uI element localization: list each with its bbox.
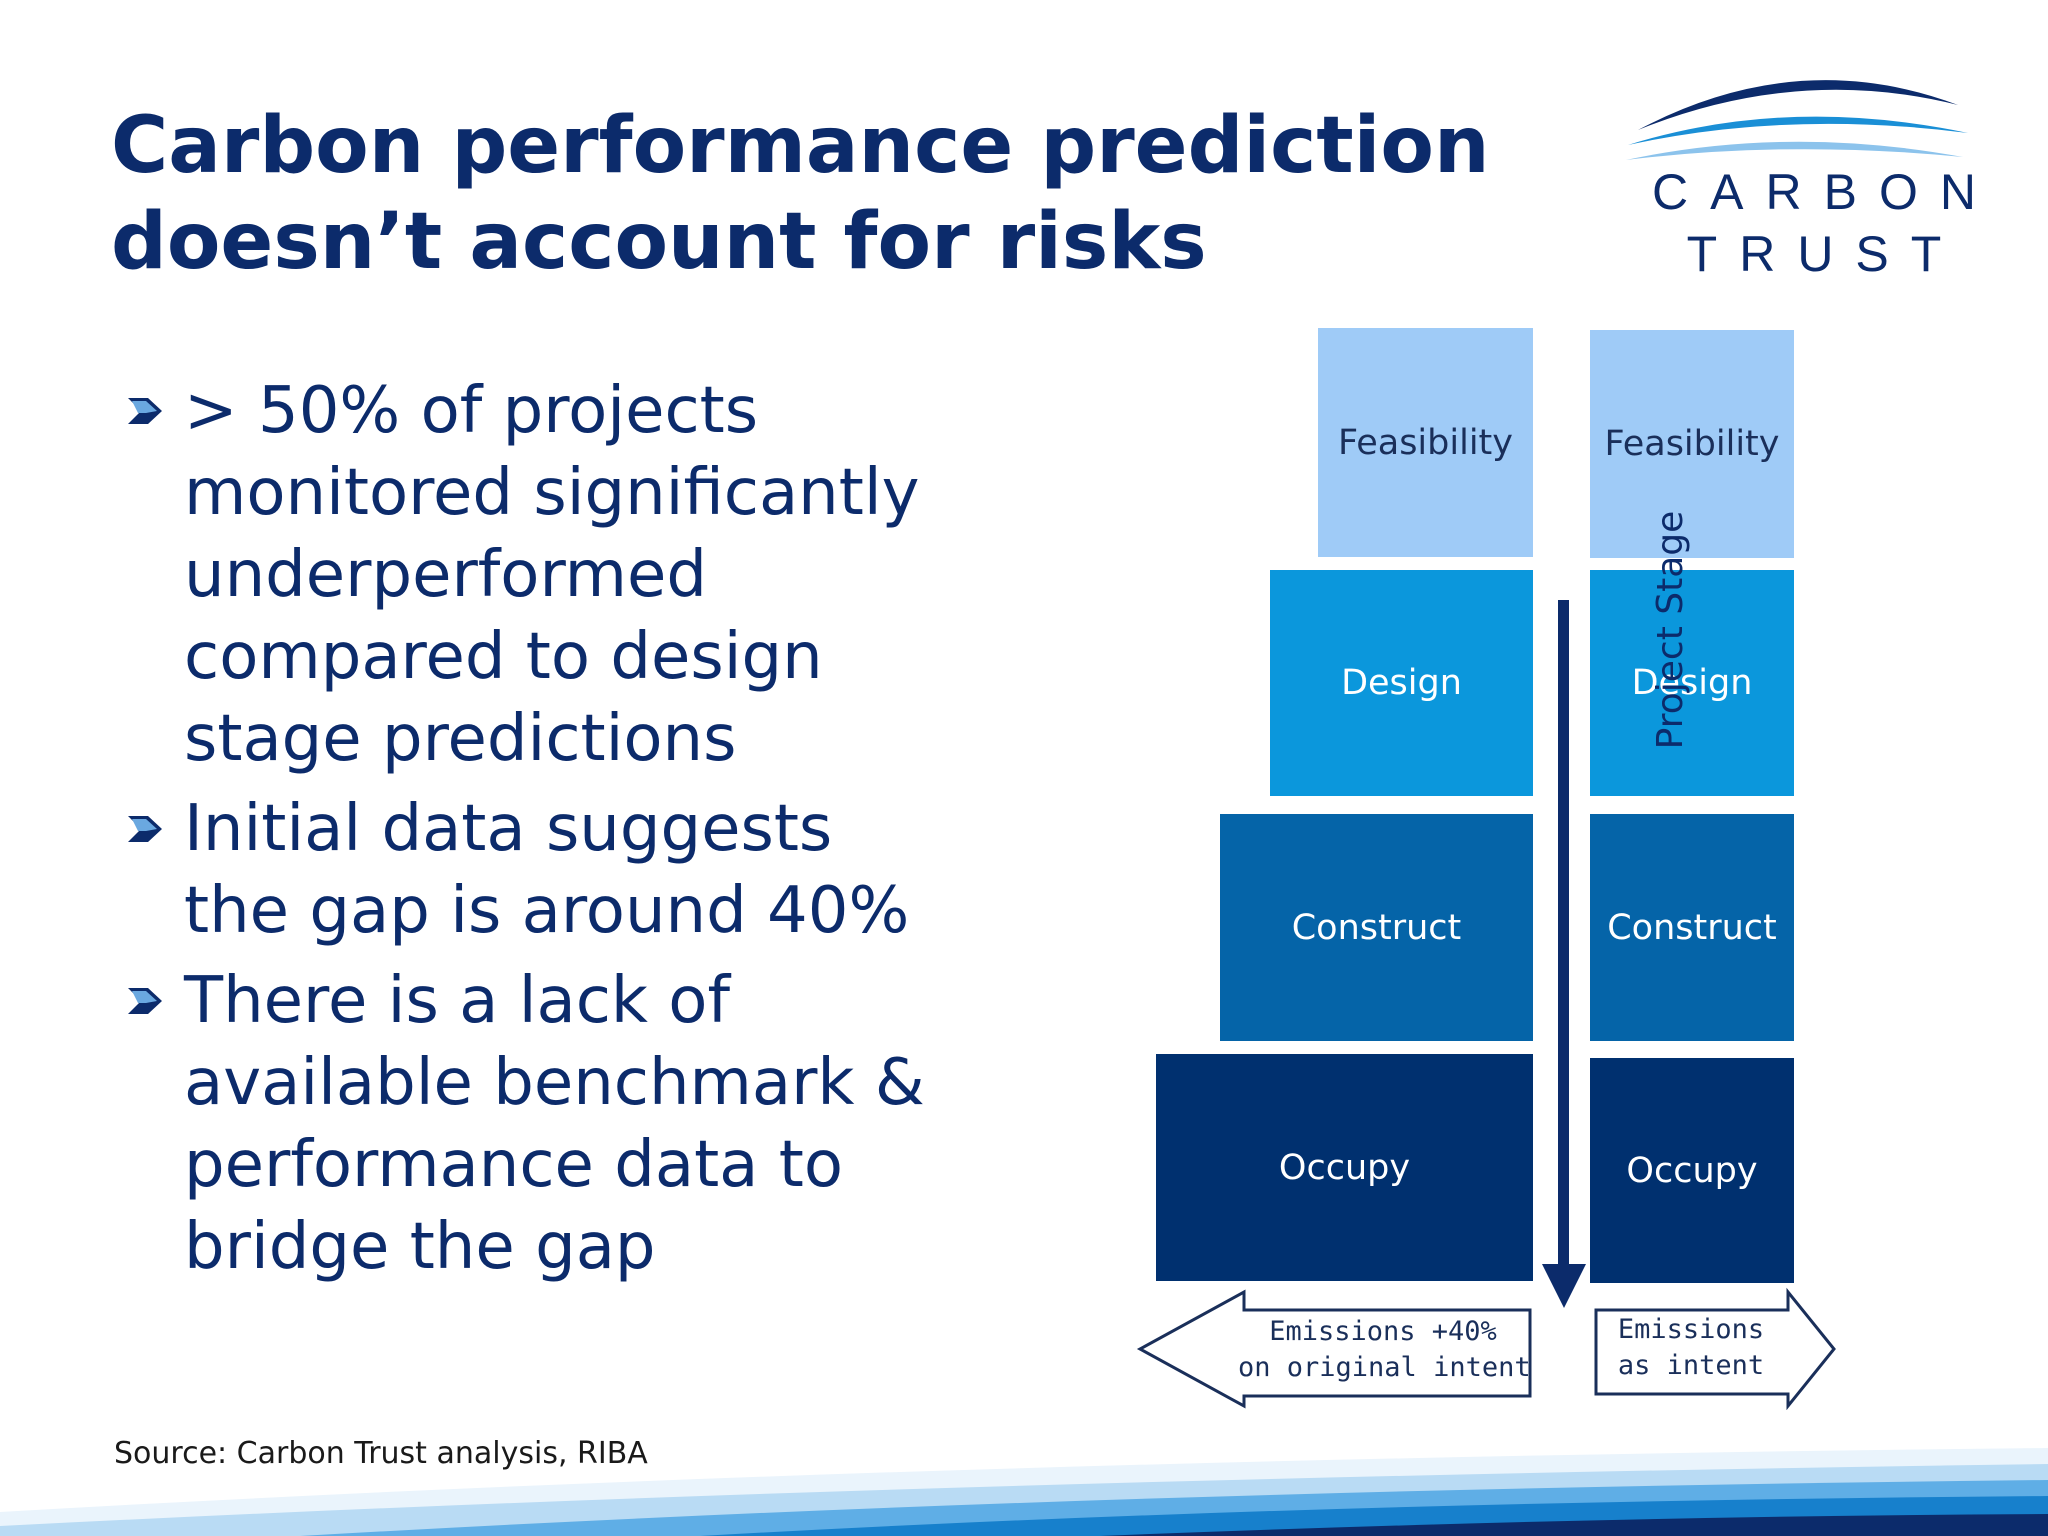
bullet-line: available benchmark &: [184, 1046, 925, 1120]
bullet-line: performance data to: [184, 1128, 843, 1202]
bullet-line: monitored significantly: [184, 456, 920, 530]
left-arrow-line: on original intent: [1238, 1352, 1531, 1383]
source-note: Source: Carbon Trust analysis, RIBA: [114, 1436, 648, 1471]
bullet-item: Initial data suggests the gap is around …: [122, 788, 1002, 952]
bullet-line: bridge the gap: [184, 1210, 656, 1284]
right-arrow-line: Emissions: [1617, 1314, 1765, 1345]
left-arrow-shape: [1136, 1289, 1532, 1409]
bullet-line: the gap is around 40%: [184, 874, 910, 948]
right-stage-feasibility: Feasibility: [1590, 330, 1794, 558]
footer-swoosh-decoration: [0, 1448, 2048, 1536]
title-line: doesn’t account for risks: [111, 197, 1207, 287]
bullet-list: > 50% of projects monitored significantl…: [122, 370, 1002, 1296]
left-arrow-label: Emissions +40% on original intent: [1238, 1314, 1531, 1386]
bullet-line: stage predictions: [184, 702, 737, 776]
right-stage-design: Design: [1590, 570, 1794, 796]
bullet-line: > 50% of projects: [184, 374, 759, 448]
title-line: Carbon performance prediction: [111, 101, 1490, 191]
right-arrow-shape: [1594, 1287, 1836, 1410]
right-arrow-line: as intent: [1617, 1350, 1765, 1381]
chevron-bullet-icon: [128, 816, 162, 842]
emissions-arrows: [1136, 1287, 1836, 1410]
logo-word-carbon: CARBON: [1652, 164, 1998, 220]
left-stage-construct: Construct: [1220, 814, 1533, 1041]
logo-arcs-icon: [1626, 80, 1968, 160]
bullet-item: > 50% of projects monitored significantl…: [122, 370, 1002, 780]
bullet-line: compared to design: [184, 620, 823, 694]
right-arrow-label: Emissions as intent: [1596, 1312, 1786, 1384]
carbon-trust-logo: CARBON TRUST: [1618, 55, 1988, 285]
left-stage-occupy: Occupy: [1156, 1054, 1533, 1281]
bullet-line: underperformed: [184, 538, 707, 612]
axis-label-project-stage: Project Stage: [1649, 510, 1691, 750]
right-stage-occupy: Occupy: [1590, 1058, 1794, 1283]
logo-word-trust: TRUST: [1686, 226, 1964, 282]
left-arrow-line: Emissions +40%: [1269, 1316, 1497, 1347]
chevron-bullet-icon: [128, 988, 162, 1014]
chevron-bullet-icon: [128, 398, 162, 424]
slide-title: Carbon performance prediction doesn’t ac…: [111, 98, 1561, 290]
bullet-line: There is a lack of: [184, 964, 730, 1038]
down-arrow-icon: [1542, 600, 1586, 1308]
right-stage-construct: Construct: [1590, 814, 1794, 1041]
bullet-line: Initial data suggests: [184, 792, 833, 866]
left-stage-feasibility: Feasibility: [1318, 328, 1533, 557]
bullet-item: There is a lack of available benchmark &…: [122, 960, 1002, 1288]
left-stage-design: Design: [1270, 570, 1533, 796]
